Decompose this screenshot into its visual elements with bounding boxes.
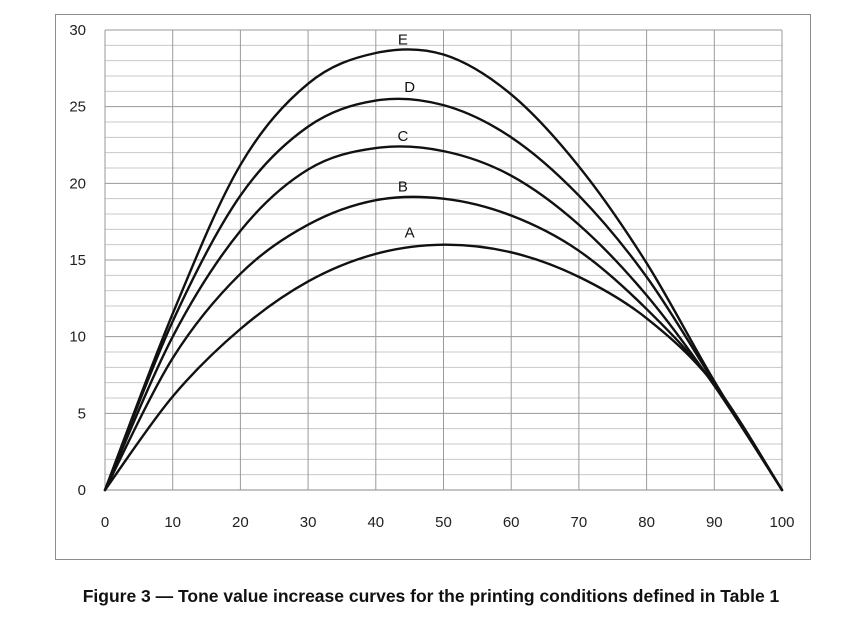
y-tick-label-30: 30 [69,22,86,39]
y-tick-label-5: 5 [78,405,86,422]
x-tick-labels: 0 10 20 30 40 50 60 70 80 90 100 [101,514,795,531]
curve-b [103,195,784,492]
x-tick-label-10: 10 [164,514,181,531]
curve-e [103,48,784,492]
y-tick-label-25: 25 [69,99,86,116]
curve-label-b: B [398,179,408,196]
x-tick-label-90: 90 [706,514,723,531]
figure-caption: Figure 3 — Tone value increase curves fo… [82,586,780,606]
curve-labels: A B C D E [397,31,415,241]
curve-label-c: C [397,128,408,145]
y-tick-label-20: 20 [69,175,86,192]
y-tick-label-10: 10 [69,329,86,346]
x-tick-label-30: 30 [300,514,317,531]
x-tick-label-70: 70 [571,514,588,531]
curve-c [103,145,784,492]
y-tick-labels: 0 5 10 15 20 25 30 [69,22,86,499]
x-tick-label-80: 80 [638,514,655,531]
curve-a [103,243,784,492]
chart-frame [55,14,811,560]
curve-d [103,97,784,492]
y-tick-label-15: 15 [69,252,86,269]
curve-label-d: D [404,79,415,96]
x-tick-label-40: 40 [367,514,384,531]
curve-label-e: E [398,31,408,48]
curve-label-a: A [405,225,415,242]
x-tick-label-100: 100 [769,514,794,531]
x-tick-label-20: 20 [232,514,249,531]
y-tick-label-0: 0 [78,482,86,499]
tone-value-chart: 0 5 10 15 20 25 30 0 10 20 30 40 50 60 70 80 90 100 A B C D… [69,22,795,531]
x-tick-label-0: 0 [101,514,109,531]
x-tick-label-60: 60 [503,514,520,531]
x-tick-label-50: 50 [435,514,452,531]
major-gridlines [104,29,783,491]
curves [103,48,784,492]
